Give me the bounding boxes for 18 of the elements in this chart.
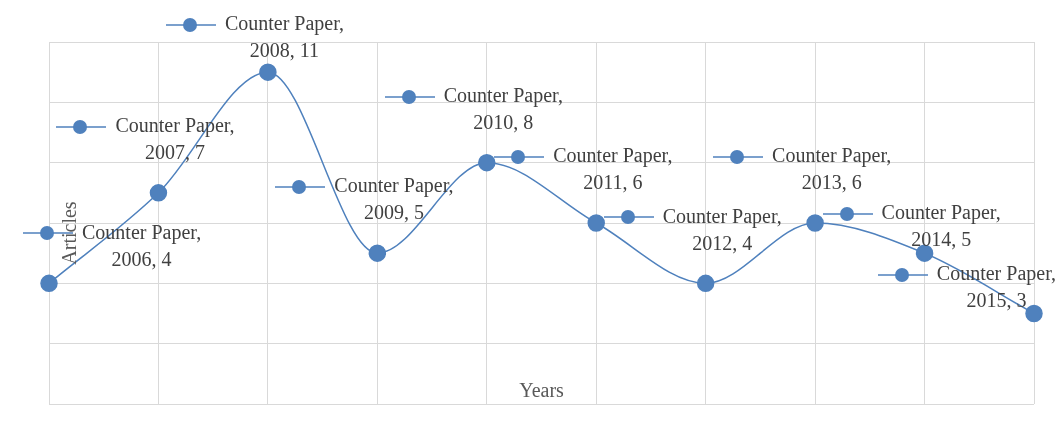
data-label: Counter Paper, 2013, 6 [772,144,892,194]
data-label: Counter Paper, 2014, 5 [881,201,1001,251]
data-label: Counter Paper, 2009, 5 [334,174,454,224]
point [696,274,715,293]
data-label: Counter Paper, 2008, 11 [224,12,345,62]
point [587,214,605,232]
y-axis-title: Articles [58,201,81,265]
point [806,214,824,232]
x-axis-title: Years [519,379,565,402]
point [149,184,168,202]
data-label: Counter Paper, 2010, 8 [443,83,563,133]
point [1025,304,1043,323]
data-label: Counter Paper, 2012, 4 [662,204,782,254]
point [368,244,387,262]
point [478,153,496,172]
data-label: Counter Paper, 2011, 6 [553,144,673,194]
point [40,274,58,293]
point [259,63,277,81]
